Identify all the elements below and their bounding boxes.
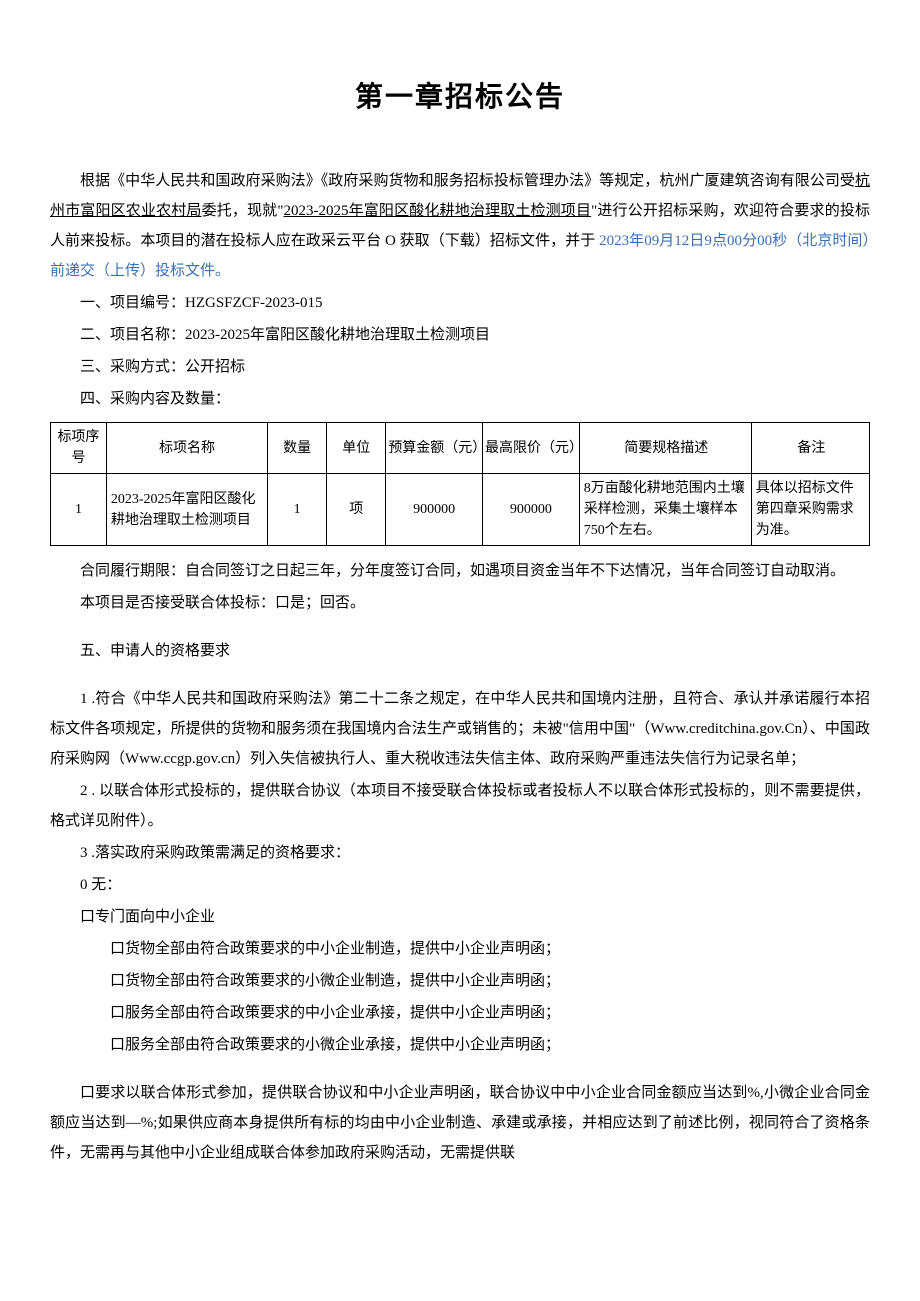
section5-heading: 五、申请人的资格要求 bbox=[50, 636, 870, 666]
td-ceiling: 900000 bbox=[483, 474, 580, 546]
procurement-method: 公开招标 bbox=[185, 359, 245, 375]
project-name: 2023-2025年富阳区酸化耕地治理取土检测项目 bbox=[185, 327, 490, 343]
item-two: 二、项目名称：2023-2025年富阳区酸化耕地治理取土检测项目 bbox=[50, 320, 870, 350]
qualification-3b: 口专门面向中小企业 bbox=[50, 902, 870, 932]
consortium-requirement: 口要求以联合体形式参加，提供联合协议和中小企业声明函，联合协议中中小企业合同金额… bbox=[50, 1078, 870, 1168]
procurement-table: 标项序号 标项名称 数量 单位 预算金额（元） 最高限价（元） 简要规格描述 备… bbox=[50, 422, 870, 546]
sub-item-3: 口服务全部由符合政策要求的中小企业承接，提供中小企业声明函； bbox=[50, 998, 870, 1028]
qualification-3: 3 .落实政府采购政策需满足的资格要求： bbox=[50, 838, 870, 868]
intro-prefix: 根据《中华人民共和国政府采购法》《政府采购货物和服务招标投标管理办法》等规定，杭… bbox=[80, 173, 855, 189]
project-name-underlined: 2023-2025年富阳区酸化耕地治理取土检测项目 bbox=[283, 203, 591, 219]
consortium-acceptance: 本项目是否接受联合体投标：口是；回否。 bbox=[50, 588, 870, 618]
th-unit: 单位 bbox=[327, 423, 386, 474]
qualification-2: 2 . 以联合体形式投标的，提供联合协议（本项目不接受联合体投标或者投标人不以联… bbox=[50, 776, 870, 836]
sub-item-4: 口服务全部由符合政策要求的小微企业承接，提供中小企业声明函； bbox=[50, 1030, 870, 1060]
qualification-3a: 0 无： bbox=[50, 870, 870, 900]
contract-term: 合同履行期限：自合同签订之日起三年，分年度签订合同，如遇项目资金当年不下达情况，… bbox=[50, 556, 870, 586]
th-name: 标项名称 bbox=[106, 423, 267, 474]
chapter-title: 第一章招标公告 bbox=[50, 70, 870, 126]
sub-item-2: 口货物全部由符合政策要求的小微企业制造，提供中小企业声明函； bbox=[50, 966, 870, 996]
td-remark: 具体以招标文件第四章采购需求为准。 bbox=[751, 474, 869, 546]
td-spec: 8万亩酸化耕地范围内土壤采样检测，采集土壤样本750个左右。 bbox=[579, 474, 751, 546]
item-one: 一、项目编号：HZGSFZCF-2023-015 bbox=[50, 288, 870, 318]
item-three: 三、采购方式：公开招标 bbox=[50, 352, 870, 382]
table-header-row: 标项序号 标项名称 数量 单位 预算金额（元） 最高限价（元） 简要规格描述 备… bbox=[51, 423, 870, 474]
td-qty: 1 bbox=[268, 474, 327, 546]
item-two-label: 二、项目名称： bbox=[80, 327, 185, 343]
qualification-1: 1 .符合《中华人民共和国政府采购法》第二十二条之规定，在中华人民共和国境内注册… bbox=[50, 684, 870, 774]
th-qty: 数量 bbox=[268, 423, 327, 474]
table-row: 1 2023-2025年富阳区酸化耕地治理取土检测项目 1 项 900000 9… bbox=[51, 474, 870, 546]
td-seq: 1 bbox=[51, 474, 107, 546]
item-four: 四、采购内容及数量： bbox=[50, 384, 870, 414]
item-one-label: 一、项目编号： bbox=[80, 295, 185, 311]
item-three-label: 三、采购方式： bbox=[80, 359, 185, 375]
th-ceiling: 最高限价（元） bbox=[483, 423, 580, 474]
th-remark: 备注 bbox=[751, 423, 869, 474]
th-budget: 预算金额（元） bbox=[386, 423, 483, 474]
td-budget: 900000 bbox=[386, 474, 483, 546]
td-unit: 项 bbox=[327, 474, 386, 546]
sub-item-1: 口货物全部由符合政策要求的中小企业制造，提供中小企业声明函； bbox=[50, 934, 870, 964]
intro-mid1: 委托，现就" bbox=[202, 203, 284, 219]
th-spec: 简要规格描述 bbox=[579, 423, 751, 474]
intro-paragraph: 根据《中华人民共和国政府采购法》《政府采购货物和服务招标投标管理办法》等规定，杭… bbox=[50, 166, 870, 286]
project-number: HZGSFZCF-2023-015 bbox=[185, 295, 323, 311]
th-seq: 标项序号 bbox=[51, 423, 107, 474]
td-name: 2023-2025年富阳区酸化耕地治理取土检测项目 bbox=[106, 474, 267, 546]
